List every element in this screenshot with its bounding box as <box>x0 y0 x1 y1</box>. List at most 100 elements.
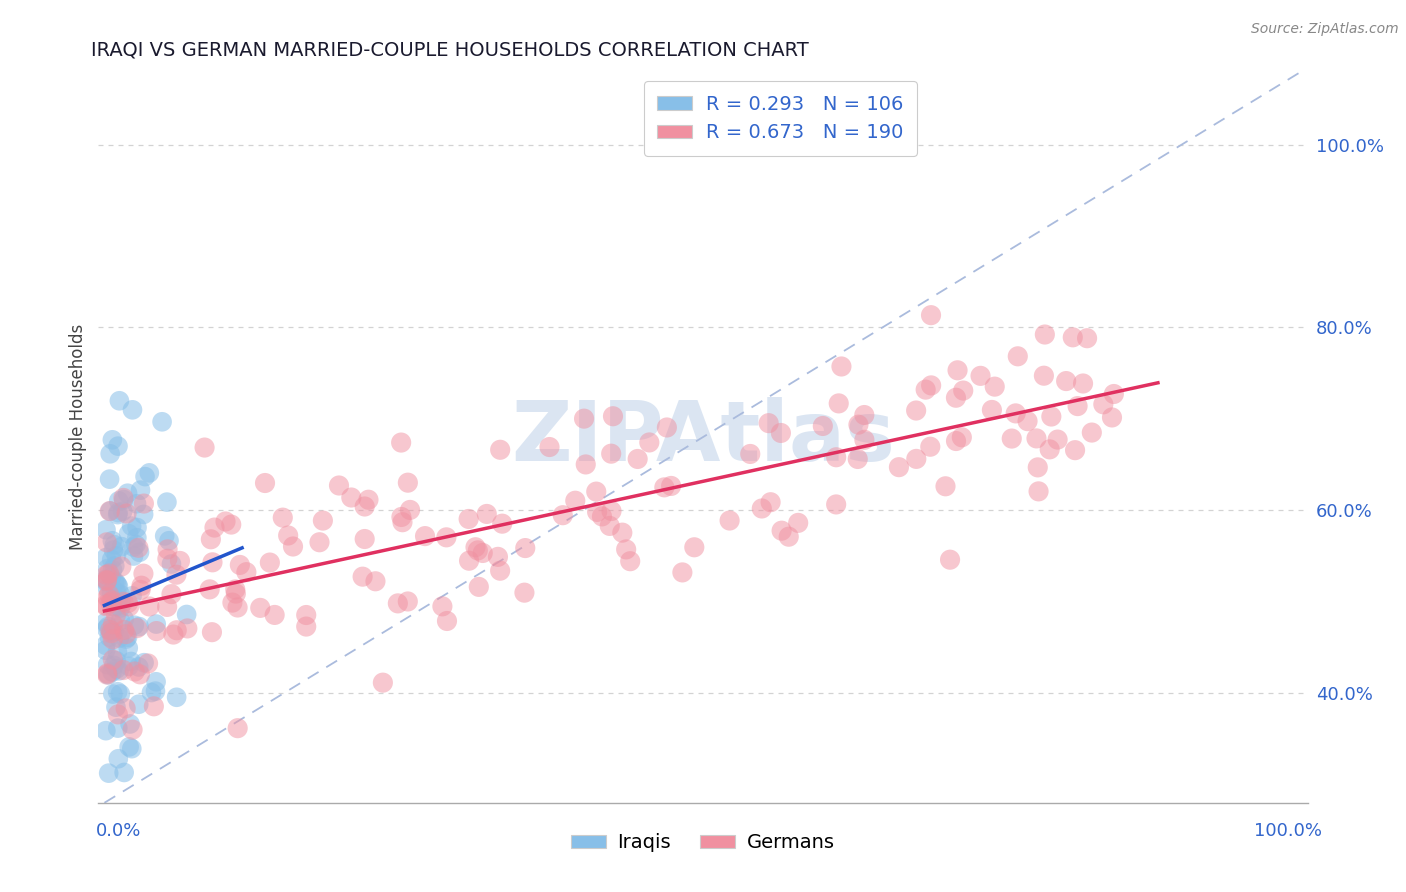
Point <box>110 594 132 608</box>
Point <box>353 500 375 514</box>
Point <box>101 594 124 608</box>
Point <box>122 540 145 554</box>
Point <box>105 577 128 591</box>
Point <box>1046 433 1069 447</box>
Point <box>103 658 125 673</box>
Point <box>176 622 198 636</box>
Point <box>169 554 191 568</box>
Text: IRAQI VS GERMAN MARRIED-COUPLE HOUSEHOLDS CORRELATION CHART: IRAQI VS GERMAN MARRIED-COUPLE HOUSEHOLD… <box>91 40 808 59</box>
Point <box>100 596 122 610</box>
Point <box>436 614 458 628</box>
Point <box>825 450 848 465</box>
Point <box>176 607 198 622</box>
Point <box>486 549 509 564</box>
Point <box>1066 399 1088 413</box>
Point <box>94 523 117 537</box>
Point <box>105 645 128 659</box>
Point <box>165 567 187 582</box>
Point <box>96 567 118 582</box>
Point <box>94 723 117 738</box>
Point <box>787 516 810 530</box>
Point <box>905 451 928 466</box>
Legend: R = 0.293   N = 106, R = 0.673   N = 190: R = 0.293 N = 106, R = 0.673 N = 190 <box>644 81 917 156</box>
Point <box>253 475 276 490</box>
Point <box>134 469 156 483</box>
Point <box>115 632 138 646</box>
Point <box>105 592 128 607</box>
Point <box>100 624 122 639</box>
Point <box>97 766 120 780</box>
Point <box>201 555 224 569</box>
Point <box>98 472 121 486</box>
Point <box>131 579 153 593</box>
Point <box>980 403 1002 417</box>
Point <box>920 440 942 454</box>
Point <box>112 623 135 637</box>
Point <box>586 505 609 519</box>
Point <box>110 614 132 628</box>
Point <box>157 533 180 548</box>
Point <box>471 546 494 560</box>
Point <box>94 574 117 589</box>
Point <box>364 574 387 589</box>
Point <box>112 595 135 609</box>
Point <box>108 664 131 678</box>
Point <box>396 475 419 490</box>
Point <box>638 435 661 450</box>
Point <box>920 378 942 392</box>
Point <box>94 615 117 630</box>
Point <box>94 550 117 565</box>
Point <box>100 584 122 599</box>
Point <box>219 517 242 532</box>
Point <box>117 526 139 541</box>
Point <box>198 582 221 597</box>
Point <box>128 697 150 711</box>
Point <box>120 655 142 669</box>
Point <box>513 585 536 599</box>
Point <box>136 657 159 671</box>
Point <box>340 491 363 505</box>
Point <box>575 458 598 472</box>
Point <box>96 667 118 681</box>
Point <box>145 617 167 632</box>
Point <box>162 627 184 641</box>
Point <box>105 654 128 668</box>
Point <box>200 533 222 547</box>
Point <box>108 631 131 645</box>
Point <box>939 552 962 566</box>
Point <box>96 535 118 549</box>
Point <box>475 507 498 521</box>
Point <box>1032 368 1054 383</box>
Point <box>107 721 129 735</box>
Point <box>98 566 121 581</box>
Point <box>118 739 141 754</box>
Point <box>110 559 132 574</box>
Point <box>104 575 127 590</box>
Point <box>396 594 419 608</box>
Point <box>945 434 967 448</box>
Point <box>110 687 132 701</box>
Point <box>1039 442 1062 457</box>
Point <box>104 558 127 573</box>
Point <box>769 425 792 440</box>
Point <box>107 506 129 520</box>
Point <box>97 657 120 672</box>
Point <box>853 408 876 422</box>
Point <box>112 612 135 626</box>
Point <box>457 512 479 526</box>
Point <box>564 493 586 508</box>
Point <box>353 532 375 546</box>
Point <box>226 600 249 615</box>
Point <box>156 599 179 614</box>
Point <box>969 368 991 383</box>
Point <box>308 535 330 549</box>
Point <box>572 411 595 425</box>
Point <box>1076 331 1098 345</box>
Point <box>107 493 129 508</box>
Point <box>101 533 124 548</box>
Point <box>295 607 318 622</box>
Point <box>94 598 117 612</box>
Point <box>103 574 125 589</box>
Point <box>103 599 125 614</box>
Point <box>1026 460 1049 475</box>
